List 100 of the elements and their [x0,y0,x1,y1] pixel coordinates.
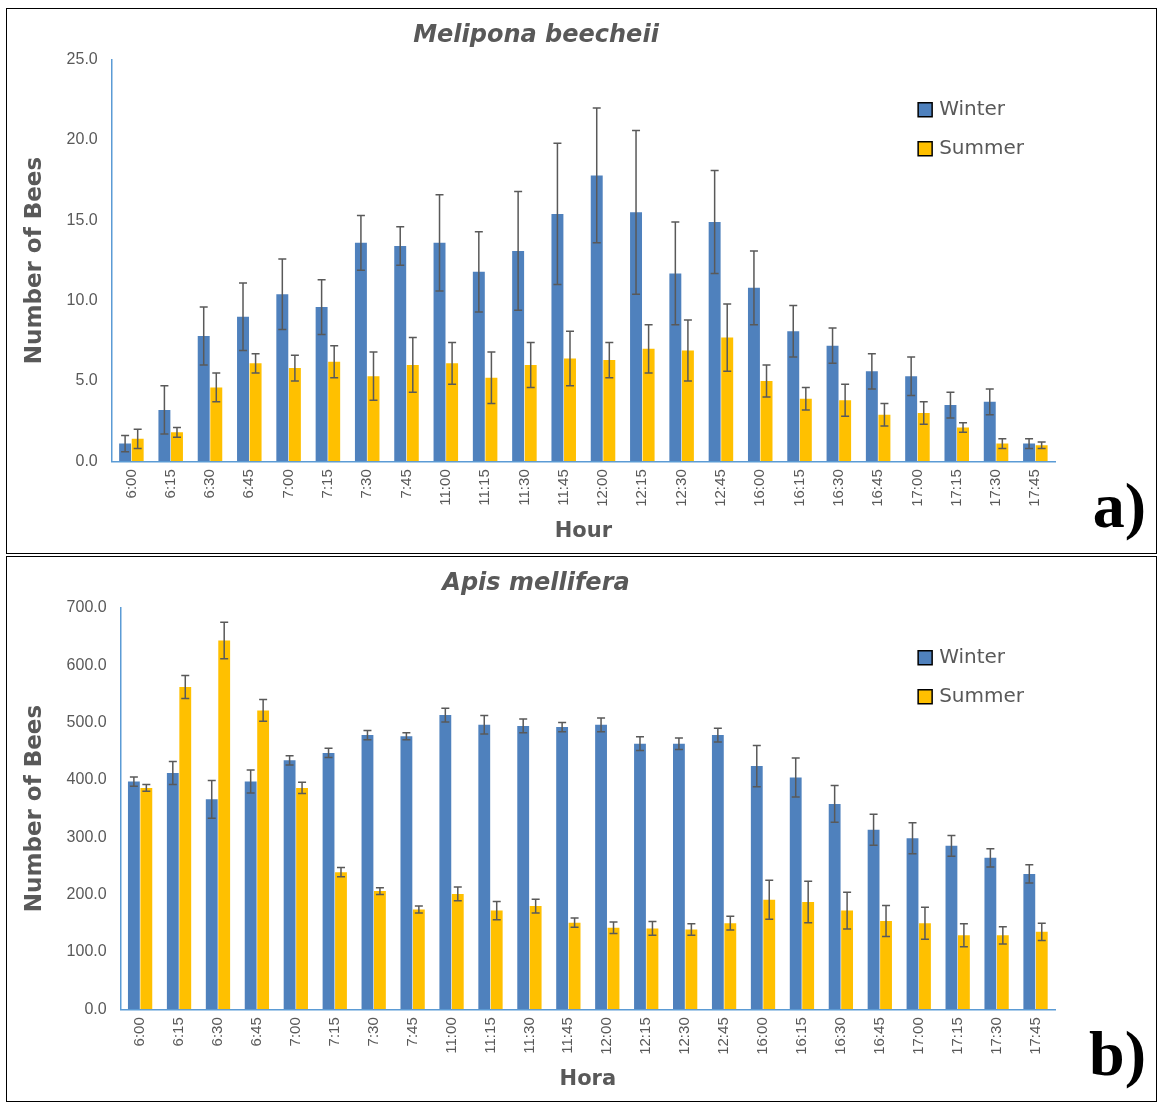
bar [244,781,257,1010]
bar [322,752,335,1010]
bar [171,432,183,462]
bar [802,902,815,1010]
x-tick-label: 16:45 [869,1017,887,1055]
x-tick-label: 12:15 [632,469,650,507]
bar [841,910,854,1010]
bar [472,271,485,462]
bar [996,935,1009,1010]
y-axis-title: Number of Bees [19,704,46,913]
bar [996,443,1009,462]
bar [787,331,800,462]
x-tick-label: 6:45 [239,469,257,499]
bar [669,273,682,462]
bar [315,307,328,462]
legend-label: Winter [939,644,1006,668]
x-tick-label: 12:30 [675,1017,693,1055]
bar [721,337,734,462]
bar [642,348,655,462]
bar [826,345,839,462]
x-tick-label: 17:00 [907,469,925,507]
bar [865,371,878,462]
bar [708,221,721,462]
x-tick-label: 7:30 [357,469,375,499]
y-tick-label: 0.0 [75,451,98,469]
y-tick-label: 10.0 [66,291,98,309]
bar [590,175,603,462]
y-tick-label: 100.0 [66,942,107,960]
x-tick-label: 16:00 [750,469,768,507]
y-tick-label: 400.0 [66,770,107,788]
x-tick-label: 6:00 [130,1017,148,1047]
x-tick-label: 16:15 [789,469,807,507]
y-tick-label: 700.0 [66,598,107,616]
bar [335,872,347,1010]
bar [750,766,763,1010]
x-tick-label: 12:45 [714,1017,732,1055]
x-tick-label: 16:15 [792,1017,810,1055]
bar [944,405,957,462]
bar [400,736,413,1010]
bar [374,891,386,1010]
bar [595,724,607,1010]
legend-label: Summer [939,135,1025,159]
y-tick-label: 20.0 [66,130,98,148]
bar [957,935,970,1010]
x-tick-label: 11:15 [480,1017,498,1054]
bar [517,725,530,1010]
y-axis-title: Number of Bees [19,156,46,365]
bar [919,923,931,1010]
x-tick-label: 12:15 [636,1017,654,1055]
bar [394,246,407,462]
bar [880,920,892,1010]
x-tick-label: 12:45 [711,469,729,507]
bar [361,735,374,1010]
x-tick-label: 16:30 [828,469,846,507]
bar [166,772,179,1010]
bar [179,686,192,1010]
x-tick-label: 7:15 [318,469,336,499]
y-tick-label: 0.0 [84,999,107,1017]
x-tick-label: 7:15 [324,1017,342,1047]
bar [210,387,223,462]
bar [568,922,581,1010]
x-tick-label: 11:00 [435,469,453,506]
bar [763,899,776,1010]
x-tick-label: 7:00 [285,1017,303,1047]
chart-title: Apis mellifera [440,567,630,596]
x-tick-label: 17:45 [1025,469,1043,507]
bar [1035,931,1048,1010]
bar [799,398,812,462]
bar [276,294,289,462]
x-tick-label: 17:45 [1025,1017,1043,1055]
bar [158,409,171,462]
x-tick-label: 6:15 [169,1017,187,1047]
bar [839,400,852,462]
x-tick-label: 7:45 [396,469,414,499]
bar [747,287,760,462]
bar [789,777,802,1010]
x-tick-label: 12:00 [593,469,611,507]
bar [490,910,503,1010]
x-tick-label: 7:00 [278,469,296,499]
x-tick-label: 16:00 [753,1017,771,1055]
bar [711,735,724,1010]
x-axis-title: Hora [559,1065,617,1090]
bar [957,427,970,462]
bar [485,377,498,462]
bar [237,316,249,462]
bar [524,364,537,462]
bar [630,212,643,462]
bar [140,787,153,1010]
bar [296,787,308,1010]
x-tick-label: 7:45 [402,1017,420,1047]
x-tick-label: 11:30 [514,469,532,506]
x-tick-label: 6:30 [200,469,218,499]
bar [551,213,564,462]
x-tick-label: 16:30 [831,1017,849,1055]
bar [288,368,301,462]
bar [451,893,464,1010]
x-tick-label: 11:45 [553,469,571,506]
bar [607,927,620,1010]
bar [197,336,210,462]
bar [512,250,525,462]
